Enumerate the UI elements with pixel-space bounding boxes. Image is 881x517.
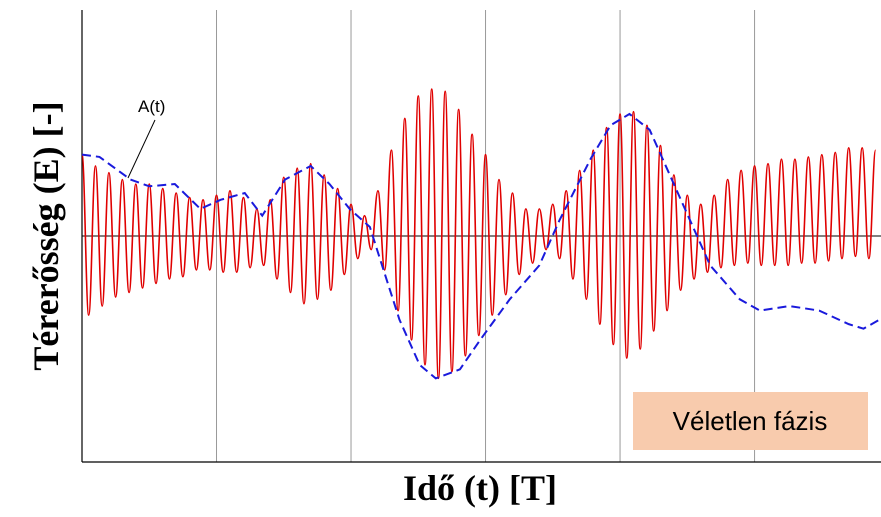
plot-area: [81, 10, 881, 463]
annotation: A(t): [138, 97, 165, 116]
x-axis-title: Idő (t) [T]: [403, 468, 557, 508]
annotation-leader: [127, 119, 156, 179]
text-box-label: Véletlen fázis: [673, 406, 828, 436]
text-box: [633, 392, 868, 450]
series-line: [81, 88, 877, 380]
series-line: [81, 112, 881, 380]
y-axis-title: Térerősség (E) [-]: [26, 101, 66, 370]
